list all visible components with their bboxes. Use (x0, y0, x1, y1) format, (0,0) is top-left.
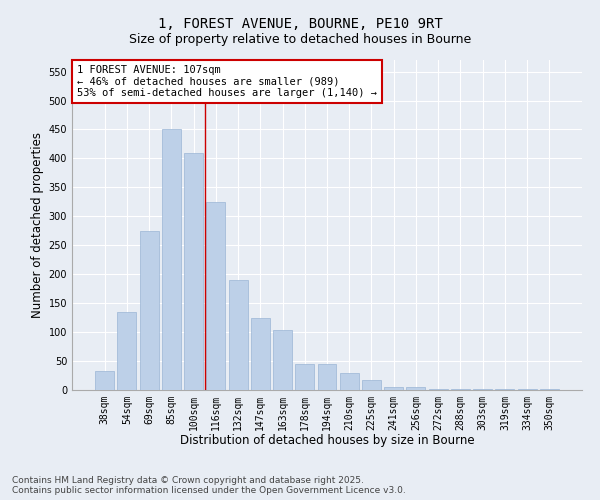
Bar (95, 371, 114, 390)
Y-axis label: Number of detached properties: Number of detached properties (31, 132, 44, 318)
X-axis label: Distribution of detached houses by size in Bourne: Distribution of detached houses by size … (179, 434, 475, 448)
Text: Size of property relative to detached houses in Bourne: Size of property relative to detached ho… (129, 32, 471, 46)
Text: Contains HM Land Registry data © Crown copyright and database right 2025.
Contai: Contains HM Land Registry data © Crown c… (12, 476, 406, 495)
Bar (518, 389, 536, 390)
Bar (317, 364, 337, 390)
Text: 1, FOREST AVENUE, BOURNE, PE10 9RT: 1, FOREST AVENUE, BOURNE, PE10 9RT (158, 18, 442, 32)
Bar (251, 318, 270, 390)
Bar (206, 202, 225, 390)
Bar (340, 372, 359, 390)
Bar (451, 389, 470, 390)
Bar (295, 364, 314, 390)
Bar (406, 386, 425, 390)
Bar (140, 231, 158, 390)
Bar (362, 380, 381, 390)
Bar (162, 130, 181, 390)
Bar (118, 312, 136, 390)
Bar (273, 330, 292, 390)
Bar (229, 280, 248, 390)
Bar (540, 389, 559, 390)
Text: 1 FOREST AVENUE: 107sqm
← 46% of detached houses are smaller (989)
53% of semi-d: 1 FOREST AVENUE: 107sqm ← 46% of detache… (77, 65, 377, 98)
Bar (384, 386, 403, 390)
Bar (184, 152, 203, 390)
